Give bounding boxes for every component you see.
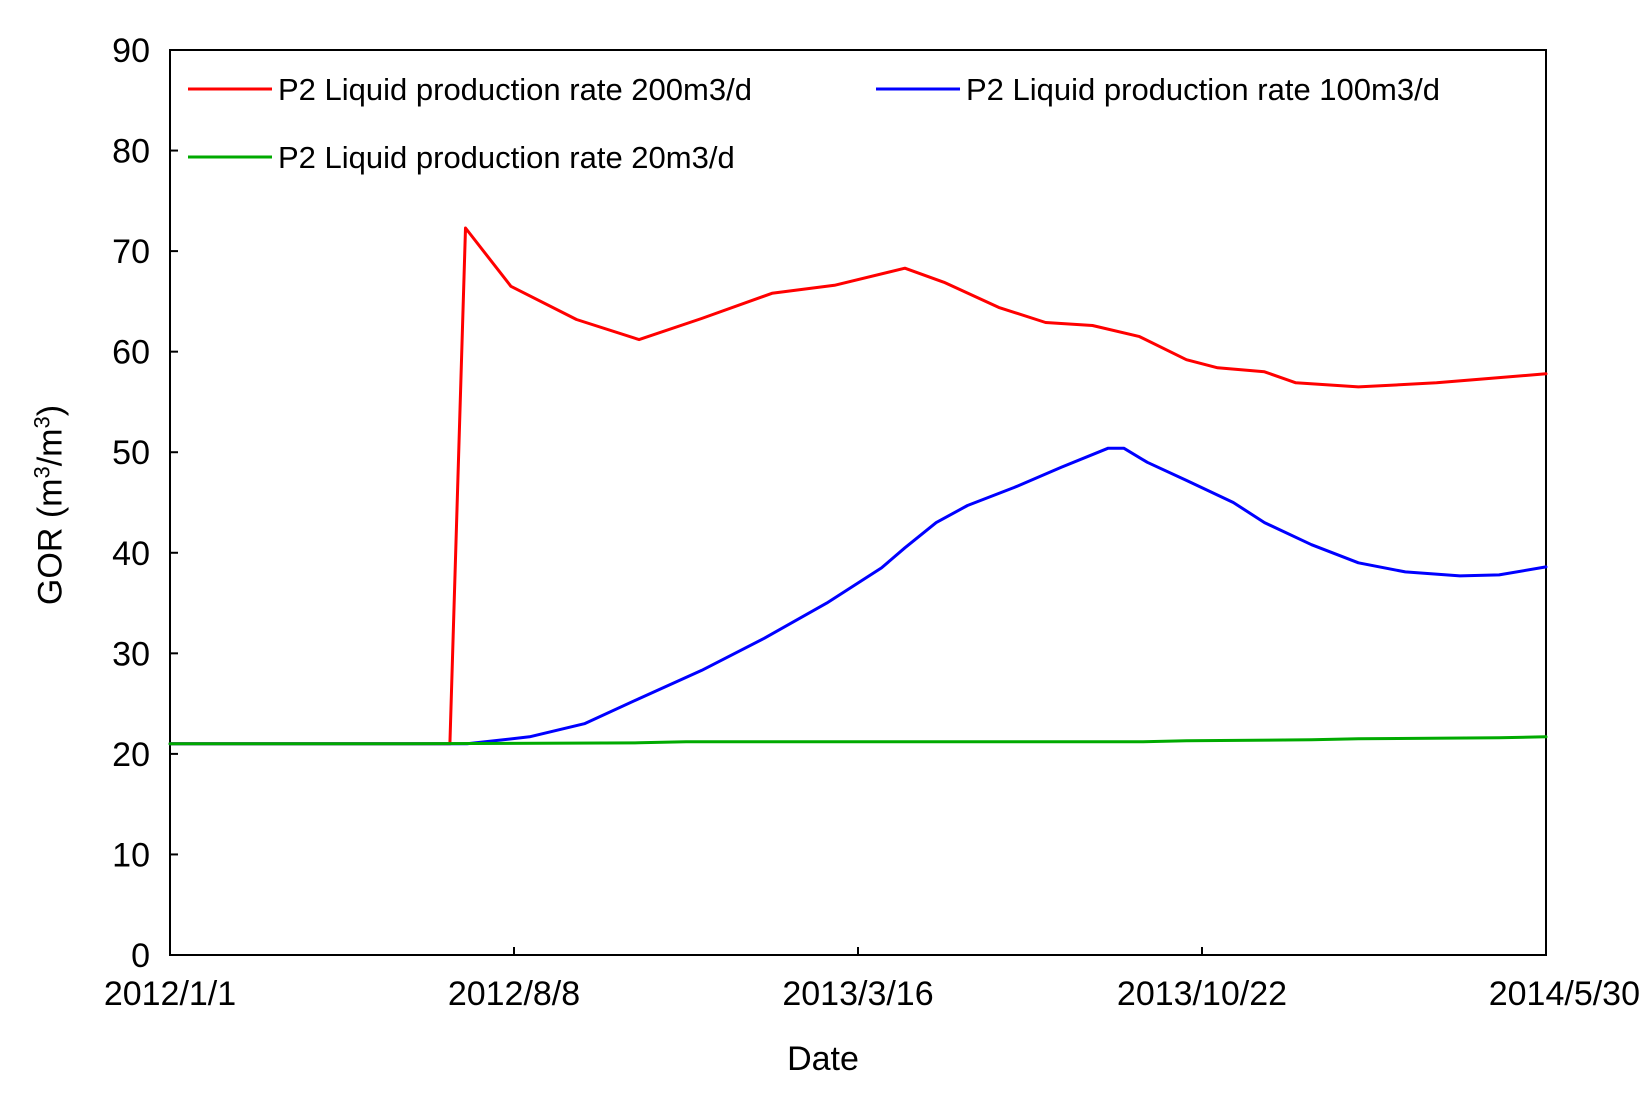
x-tick-label: 2014/5/30: [1489, 975, 1640, 1013]
x-tick-label: 2012/1/1: [104, 975, 236, 1013]
plot-area-frame: [169, 49, 1547, 956]
legend-label-1: P2 Liquid production rate 200m3/d: [278, 72, 752, 107]
series-line-2: [168, 446, 1548, 746]
y-tick-label: 80: [112, 133, 150, 171]
legend: P2 Liquid production rate 200m3/d P2 Liqu…: [188, 72, 1440, 175]
y-tick-label: 10: [112, 836, 150, 874]
x-tick-label: 2013/10/22: [1117, 975, 1287, 1013]
y-tick-label: 20: [112, 736, 150, 774]
y-tick-label: 70: [112, 233, 150, 271]
x-axis: 2012/1/1 2012/8/8 2013/3/16 2013/10/22 2014/…: [104, 947, 1640, 1013]
y-tick-label: 40: [112, 535, 150, 573]
legend-label-2: P2 Liquid production rate 100m3/d: [966, 72, 1440, 107]
legend-label-3: P2 Liquid production rate 20m3/d: [278, 140, 735, 175]
y-tick-label: 90: [112, 32, 150, 70]
x-axis-title: Date: [787, 1040, 859, 1078]
x-tick-label: 2013/3/16: [782, 975, 933, 1013]
y-tick-label: 0: [131, 937, 150, 975]
y-tick-label: 60: [112, 334, 150, 372]
series-line-1: [168, 226, 1548, 746]
y-tick-label: 30: [112, 635, 150, 673]
y-tick-label: 50: [112, 434, 150, 472]
y-axis: 0 10 20 30 40 50 60 70 80 90: [112, 32, 178, 975]
series-line-3: [168, 735, 1548, 746]
x-tick-label: 2012/8/8: [448, 975, 580, 1013]
series-layer: [168, 226, 1548, 746]
